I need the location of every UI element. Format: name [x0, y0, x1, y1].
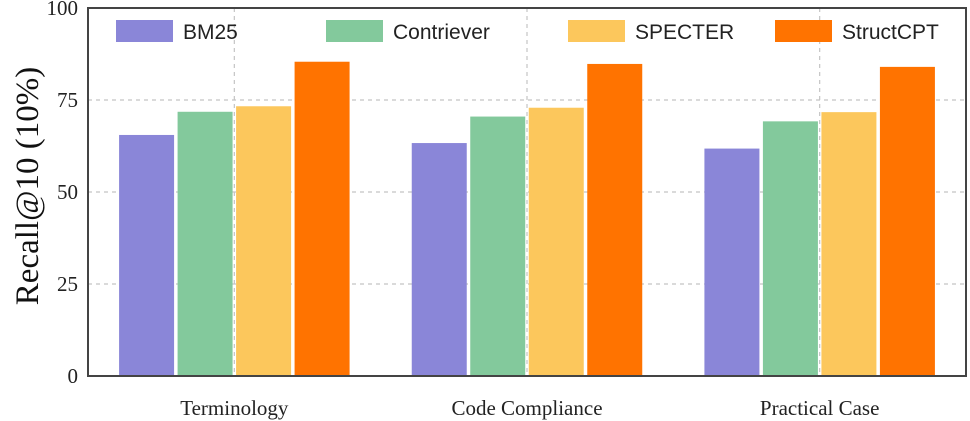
- bar-contriever-terminology: [177, 111, 233, 376]
- bar-contriever-practical-case: [762, 121, 818, 377]
- legend-label: BM25: [183, 21, 238, 44]
- bars: [119, 61, 935, 377]
- bar-specter-practical-case: [821, 112, 877, 377]
- legend-swatch-structcpt: [775, 20, 832, 42]
- legend-label: StructCPT: [842, 21, 939, 44]
- bar-structcpt-code-compliance: [587, 63, 643, 376]
- legend-swatch-specter: [568, 20, 625, 42]
- x-tick-label: Terminology: [180, 396, 289, 420]
- x-tick-label: Code Compliance: [451, 396, 602, 420]
- legend: BM25 Contriever SPECTER StructCPT: [116, 20, 939, 44]
- x-tick-label: Practical Case: [760, 396, 880, 420]
- y-tick-label: 75: [57, 88, 78, 112]
- y-tick-label: 0: [68, 364, 79, 388]
- bar-bm25-code-compliance: [411, 143, 467, 376]
- bar-bm25-practical-case: [704, 148, 760, 376]
- grid-lines: [88, 8, 966, 376]
- bar-contriever-code-compliance: [470, 116, 526, 376]
- legend-label: SPECTER: [635, 21, 734, 44]
- y-tick-label: 50: [57, 180, 78, 204]
- bar-specter-code-compliance: [528, 107, 584, 376]
- legend-swatch-contriever: [326, 20, 383, 42]
- bar-structcpt-practical-case: [879, 66, 935, 376]
- plot-frame: [87, 7, 967, 377]
- y-tick-label: 25: [57, 272, 78, 296]
- bar-bm25-terminology: [119, 134, 175, 376]
- axes: Terminology Code Compliance Practical Case…: [47, 0, 967, 420]
- bar-specter-terminology: [236, 106, 292, 377]
- y-axis-label: Recall@10 (10%): [10, 67, 46, 305]
- y-tick-label: 100: [47, 0, 79, 20]
- legend-swatch-bm25: [116, 20, 173, 42]
- legend-label: Contriever: [393, 21, 490, 44]
- bar-structcpt-terminology: [294, 61, 350, 377]
